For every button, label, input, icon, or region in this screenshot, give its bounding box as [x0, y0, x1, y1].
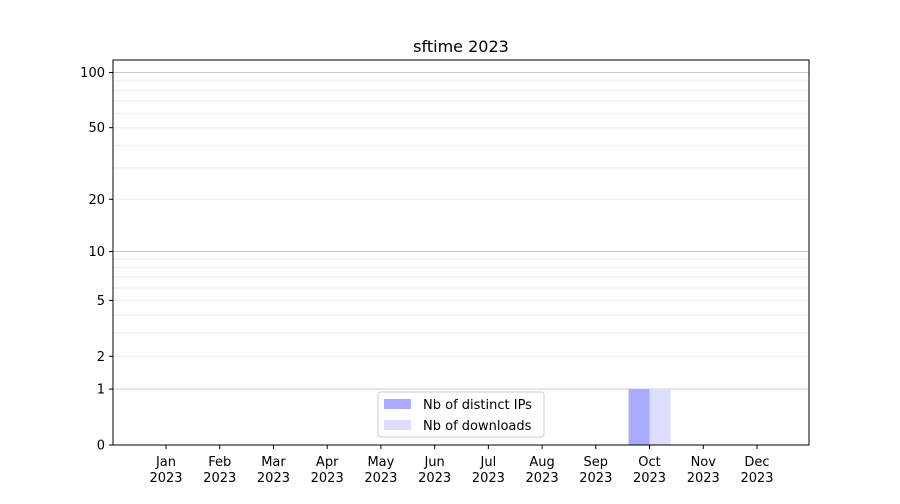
chart-title: sftime 2023	[413, 37, 509, 56]
x-tick-label: Apr	[316, 455, 339, 470]
y-tick-label: 10	[88, 245, 105, 260]
x-tick-label: 2023	[418, 471, 451, 486]
x-tick-label: Jan	[155, 455, 176, 470]
x-tick-label: Feb	[208, 455, 231, 470]
x-axis: Jan2023Feb2023Mar2023Apr2023May2023Jun20…	[149, 445, 774, 486]
legend-swatch-ips	[384, 399, 411, 409]
legend: Nb of distinct IPs Nb of downloads	[377, 391, 545, 438]
x-tick-label: Jun	[423, 455, 444, 470]
y-tick-label: 5	[97, 294, 105, 309]
legend-label-ips: Nb of distinct IPs	[423, 398, 532, 413]
legend-box	[377, 391, 545, 438]
bars	[628, 389, 671, 445]
x-tick-label: 2023	[579, 471, 612, 486]
x-tick-label: 2023	[257, 471, 290, 486]
x-tick-label: 2023	[203, 471, 236, 486]
plot-frame	[112, 59, 810, 446]
x-tick-label: May	[367, 455, 394, 470]
x-tick-label: 2023	[633, 471, 666, 486]
x-tick-label: 2023	[526, 471, 559, 486]
x-tick-label: Sep	[584, 455, 609, 470]
y-tick-label: 50	[88, 121, 105, 136]
x-tick-label: 2023	[149, 471, 182, 486]
y-tick-label: 2	[97, 350, 105, 365]
x-tick-label: 2023	[364, 471, 397, 486]
x-tick-label: Jul	[480, 455, 497, 470]
x-tick-label: Dec	[744, 455, 769, 470]
bar-downloads	[649, 389, 671, 445]
grid	[113, 72, 809, 390]
y-tick-label: 20	[88, 193, 105, 208]
x-tick-label: 2023	[687, 471, 720, 486]
y-axis: 0 1 2 5 10 20 50 100	[80, 66, 113, 454]
legend-swatch-downloads	[384, 420, 411, 430]
x-tick-label: Aug	[529, 455, 554, 470]
x-tick-label: 2023	[311, 471, 344, 486]
x-tick-label: Mar	[261, 455, 286, 470]
y-tick-label: 100	[80, 66, 105, 81]
x-tick-label: 2023	[740, 471, 773, 486]
legend-label-downloads: Nb of downloads	[423, 419, 532, 434]
y-tick-label: 0	[97, 439, 105, 454]
y-tick-label: 1	[97, 383, 105, 398]
x-tick-label: Nov	[691, 455, 717, 470]
bar-distinct-ips	[628, 389, 650, 445]
x-tick-label: 2023	[472, 471, 505, 486]
x-tick-label: Oct	[638, 455, 660, 470]
